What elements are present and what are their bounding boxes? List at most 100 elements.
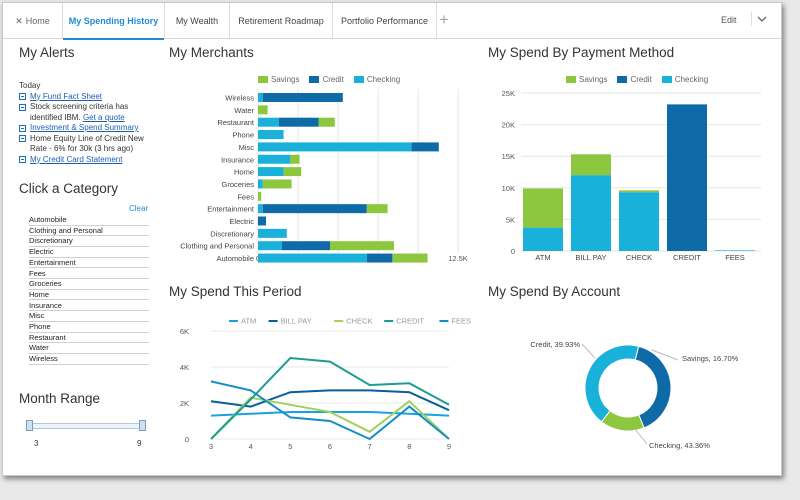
category-label: Misc bbox=[239, 143, 255, 152]
alert-item: Stock screening criteria has identified … bbox=[19, 102, 159, 123]
category-item[interactable]: Groceries bbox=[29, 279, 149, 290]
edit-button[interactable]: Edit bbox=[721, 15, 737, 25]
category-item[interactable]: Phone bbox=[29, 322, 149, 333]
category-item[interactable]: Entertainment bbox=[29, 258, 149, 269]
series-line bbox=[210, 356, 450, 440]
alert-item[interactable]: My Credit Card Statement bbox=[19, 155, 159, 166]
legend-label: BILL PAY bbox=[281, 317, 312, 326]
legend-checking[interactable]: Checking bbox=[661, 75, 708, 84]
category-label: Phone bbox=[232, 131, 254, 140]
alert-link[interactable]: My Credit Card Statement bbox=[30, 154, 123, 164]
x-tick-label: 5 bbox=[288, 442, 292, 451]
bar-segment bbox=[318, 117, 335, 127]
category-item[interactable]: Fees bbox=[29, 269, 149, 279]
alert-item[interactable]: My Fund Fact Sheet bbox=[19, 92, 159, 103]
y-tick-label: 4K bbox=[180, 363, 189, 372]
alerts-list: Today My Fund Fact Sheet Stock screening… bbox=[19, 81, 159, 165]
category-item[interactable]: Discretionary bbox=[29, 236, 149, 247]
payment-method-title: My Spend By Payment Method bbox=[488, 45, 675, 60]
tab-home[interactable]: ✕ Home bbox=[3, 3, 63, 39]
category-item[interactable]: Restaurant bbox=[29, 333, 149, 344]
bar-segment bbox=[523, 188, 563, 228]
data-label: Credit, 39.93% bbox=[530, 340, 580, 349]
bar-segment bbox=[619, 190, 659, 193]
bar-segment bbox=[411, 142, 439, 152]
category-item[interactable]: Wireless bbox=[29, 354, 149, 365]
bar-segment bbox=[283, 167, 302, 177]
data-label: Checking, 43.36% bbox=[649, 441, 710, 450]
data-label: Savings, 16.70% bbox=[682, 354, 739, 363]
x-tick-label: CREDIT bbox=[673, 253, 701, 262]
tab-retirement-roadmap[interactable]: Retirement Roadmap bbox=[230, 3, 333, 39]
category-label: Wireless bbox=[225, 94, 254, 103]
x-tick-label: ATM bbox=[535, 253, 550, 262]
bar-segment bbox=[258, 228, 287, 238]
x-tick-label: 3 bbox=[209, 442, 213, 451]
bar-segment bbox=[290, 154, 300, 164]
home-icon: ✕ bbox=[15, 15, 23, 26]
category-item[interactable]: Misc bbox=[29, 311, 149, 322]
spend-period-title: My Spend This Period bbox=[169, 284, 302, 299]
bar-segment bbox=[258, 216, 266, 226]
category-item[interactable]: Electric bbox=[29, 247, 149, 258]
legend-label: FEES bbox=[451, 317, 471, 326]
bar-segment bbox=[282, 241, 330, 251]
bar-segment bbox=[262, 93, 343, 102]
leader-line bbox=[634, 428, 648, 445]
alert-link[interactable]: My Fund Fact Sheet bbox=[30, 91, 103, 101]
bar-segment bbox=[258, 179, 263, 189]
bar-segment bbox=[258, 253, 367, 263]
legend-label: CHECK bbox=[346, 317, 372, 326]
bar-segment bbox=[258, 167, 284, 177]
y-tick-label: 2K bbox=[180, 399, 189, 408]
donut-slice bbox=[634, 345, 672, 429]
alert-icon bbox=[19, 93, 26, 100]
category-label: Automobile bbox=[216, 254, 254, 263]
bar-segment bbox=[258, 130, 284, 140]
legend-label: ATM bbox=[241, 317, 256, 326]
slider-handle-min[interactable] bbox=[26, 420, 33, 431]
category-item[interactable]: Water bbox=[29, 343, 149, 354]
donut-slice bbox=[584, 344, 640, 423]
legend-credit[interactable]: Credit bbox=[617, 75, 652, 84]
bar-segment bbox=[715, 250, 755, 251]
legend-credit[interactable]: Credit bbox=[309, 75, 344, 84]
bar-segment bbox=[523, 227, 563, 251]
tab-my-wealth[interactable]: My Wealth bbox=[165, 3, 230, 39]
merchants-legend: Savings Credit Checking bbox=[258, 75, 400, 84]
bar-segment bbox=[667, 104, 707, 251]
legend-checking[interactable]: Checking bbox=[353, 75, 400, 84]
y-tick-label: 15K bbox=[502, 152, 515, 161]
x-tick-label: BILL PAY bbox=[575, 253, 606, 262]
alert-link[interactable]: Investment & Spend Summary bbox=[30, 123, 139, 132]
alert-icon bbox=[19, 135, 26, 142]
get-a-quote-link[interactable]: Get a quote bbox=[82, 112, 125, 122]
category-item[interactable]: Clothing and Personal bbox=[29, 226, 149, 237]
category-item[interactable]: Insurance bbox=[29, 301, 149, 312]
alert-icon bbox=[19, 156, 26, 163]
x-tick-label: FEES bbox=[725, 253, 745, 262]
slider-handle-max[interactable] bbox=[139, 420, 146, 431]
legend-savings[interactable]: Savings bbox=[566, 75, 607, 84]
month-range-slider[interactable] bbox=[29, 423, 145, 429]
x-tick-label: 7 bbox=[368, 442, 372, 451]
alerts-title: My Alerts bbox=[19, 45, 75, 60]
tab-portfolio-performance[interactable]: Portfolio Performance bbox=[333, 3, 437, 39]
y-tick-label: 6K bbox=[180, 327, 189, 336]
clear-button[interactable]: Clear bbox=[129, 204, 149, 213]
alert-item[interactable]: Investment & Spend Summary bbox=[19, 123, 159, 134]
bar-segment bbox=[258, 93, 263, 102]
legend-savings[interactable]: Savings bbox=[258, 75, 299, 84]
bar-segment bbox=[258, 105, 268, 115]
tab-my-spending-history[interactable]: My Spending History bbox=[63, 3, 165, 40]
series-line bbox=[210, 389, 450, 412]
chevron-down-icon[interactable] bbox=[751, 12, 765, 26]
add-tab-icon[interactable]: + bbox=[439, 10, 449, 29]
category-label: Electric bbox=[229, 217, 254, 226]
x-tick-label: 12.5K bbox=[448, 254, 468, 263]
category-label: Insurance bbox=[221, 155, 254, 164]
y-tick-label: 20K bbox=[502, 121, 515, 130]
category-item[interactable]: Home bbox=[29, 290, 149, 301]
category-item[interactable]: Automobile bbox=[29, 215, 149, 226]
bar-segment bbox=[366, 204, 388, 214]
